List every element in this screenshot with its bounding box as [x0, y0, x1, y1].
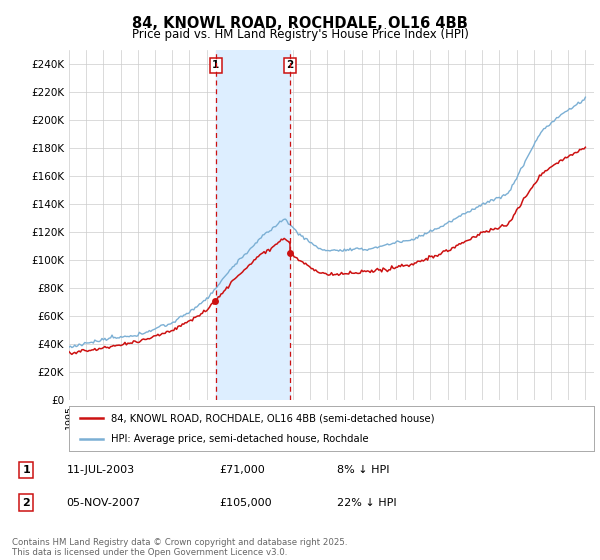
Text: HPI: Average price, semi-detached house, Rochdale: HPI: Average price, semi-detached house,… — [111, 433, 368, 444]
Text: Contains HM Land Registry data © Crown copyright and database right 2025.
This d: Contains HM Land Registry data © Crown c… — [12, 538, 347, 557]
Text: 2: 2 — [286, 60, 293, 70]
Text: £105,000: £105,000 — [220, 498, 272, 507]
Text: 84, KNOWL ROAD, ROCHDALE, OL16 4BB (semi-detached house): 84, KNOWL ROAD, ROCHDALE, OL16 4BB (semi… — [111, 413, 434, 423]
Text: 1: 1 — [212, 60, 220, 70]
Text: 84, KNOWL ROAD, ROCHDALE, OL16 4BB: 84, KNOWL ROAD, ROCHDALE, OL16 4BB — [132, 16, 468, 31]
Text: £71,000: £71,000 — [220, 465, 265, 475]
Text: 11-JUL-2003: 11-JUL-2003 — [67, 465, 135, 475]
Text: 2: 2 — [23, 498, 30, 507]
Text: 22% ↓ HPI: 22% ↓ HPI — [337, 498, 397, 507]
Text: Price paid vs. HM Land Registry's House Price Index (HPI): Price paid vs. HM Land Registry's House … — [131, 28, 469, 41]
Text: 05-NOV-2007: 05-NOV-2007 — [67, 498, 141, 507]
Text: 1: 1 — [23, 465, 30, 475]
Text: 8% ↓ HPI: 8% ↓ HPI — [337, 465, 390, 475]
Bar — [216, 50, 290, 400]
